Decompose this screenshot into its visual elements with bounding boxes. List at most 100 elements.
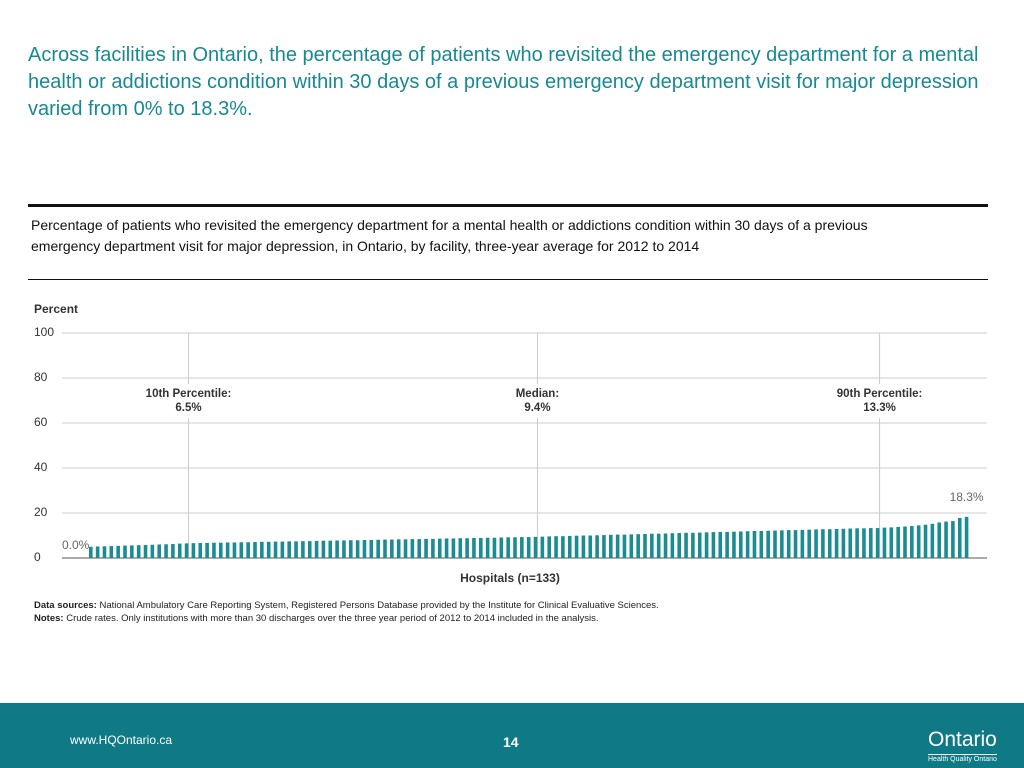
bar [903,526,907,558]
bar [964,516,969,558]
bar [656,533,661,558]
value-label: 0.0% [62,538,90,552]
bar [814,529,818,558]
bar [478,537,483,558]
bar [957,517,962,558]
bar [260,541,264,558]
chart-title-box: Percentage of patients who revisited the… [28,204,988,280]
bar [123,545,127,558]
bar [752,531,757,558]
bar [431,538,435,558]
bar [396,539,401,558]
y-tick-label: 20 [34,505,48,519]
annotation-label: 10th Percentile: [146,388,232,400]
notes-line: Notes: Crude rates. Only institutions wi… [34,612,659,625]
bar [766,530,770,558]
bar [164,544,168,558]
bar [855,528,859,558]
bar [862,528,866,558]
bar [465,538,469,558]
bar [650,533,654,558]
chart: Percent Hospitals (n=133) 0 20 40 60 80 100 10… [34,302,987,585]
bar [608,534,613,558]
bar [109,546,114,558]
annotation-value: 9.4% [524,402,550,414]
bar [684,532,688,558]
bar [130,545,134,558]
bar [951,521,955,558]
bar [225,542,230,558]
bar [916,525,921,558]
bar [533,536,538,558]
bar [807,529,812,558]
bar [554,536,558,558]
bar [930,523,935,558]
bar [786,530,791,558]
bar [314,540,319,558]
bar [636,534,640,558]
bar [218,542,223,558]
bar [294,541,298,558]
bar [424,538,428,558]
bar [212,542,216,558]
bar [177,543,182,558]
bar [253,542,257,558]
bar [889,527,894,558]
bar [622,534,627,558]
bar [540,536,545,558]
bar [581,535,586,558]
y-tick-label: 60 [34,415,48,429]
footer-url[interactable]: www.HQOntario.ca [70,733,173,747]
logo-subtitle: Health Quality Ontario [928,754,997,763]
bar [403,539,408,558]
bar [342,540,346,558]
bar [383,539,387,558]
annotation-label: 90th Percentile: [837,388,923,400]
bar [335,540,339,558]
bar [307,541,312,558]
bar [472,537,476,558]
bar [437,538,442,558]
bar [834,528,839,558]
bar [800,529,805,558]
bar [499,537,504,558]
bar [280,541,285,558]
bar [602,535,606,558]
footer: www.HQOntario.ca 14 Ontario Health Quali… [0,703,1024,768]
bar [348,540,353,558]
bar [150,544,155,558]
bar [369,540,374,558]
bar [458,538,463,558]
bar [136,545,141,558]
page-number: 14 [503,734,519,750]
bar [451,538,456,558]
annotation-value: 6.5% [175,402,201,414]
bar [191,543,196,558]
bar [732,531,736,558]
y-tick-label: 0 [34,550,41,564]
sources-text: National Ambulatory Care Reporting Syste… [96,600,659,611]
chart-title: Percentage of patients who revisited the… [31,217,868,254]
bar [780,530,784,558]
bar [944,521,948,558]
bar [773,530,777,558]
slide-title: Across facilities in Ontario, the percen… [28,44,979,120]
bar [711,532,716,558]
bar [390,539,394,558]
bar [355,540,360,558]
bar [184,543,189,558]
sources: Data sources: National Ambulatory Care R… [34,599,659,612]
bar [95,546,100,558]
bar [362,540,367,558]
bar [287,541,292,558]
y-tick-label: 40 [34,460,48,474]
bar [629,534,634,558]
bar [198,542,203,558]
bar [410,539,415,558]
bar [704,532,709,558]
bar [547,536,552,558]
bar [444,538,449,558]
notes: Data sources: National Ambulatory Care R… [34,599,659,625]
value-label: 18.3% [950,490,984,504]
bar [246,542,250,558]
